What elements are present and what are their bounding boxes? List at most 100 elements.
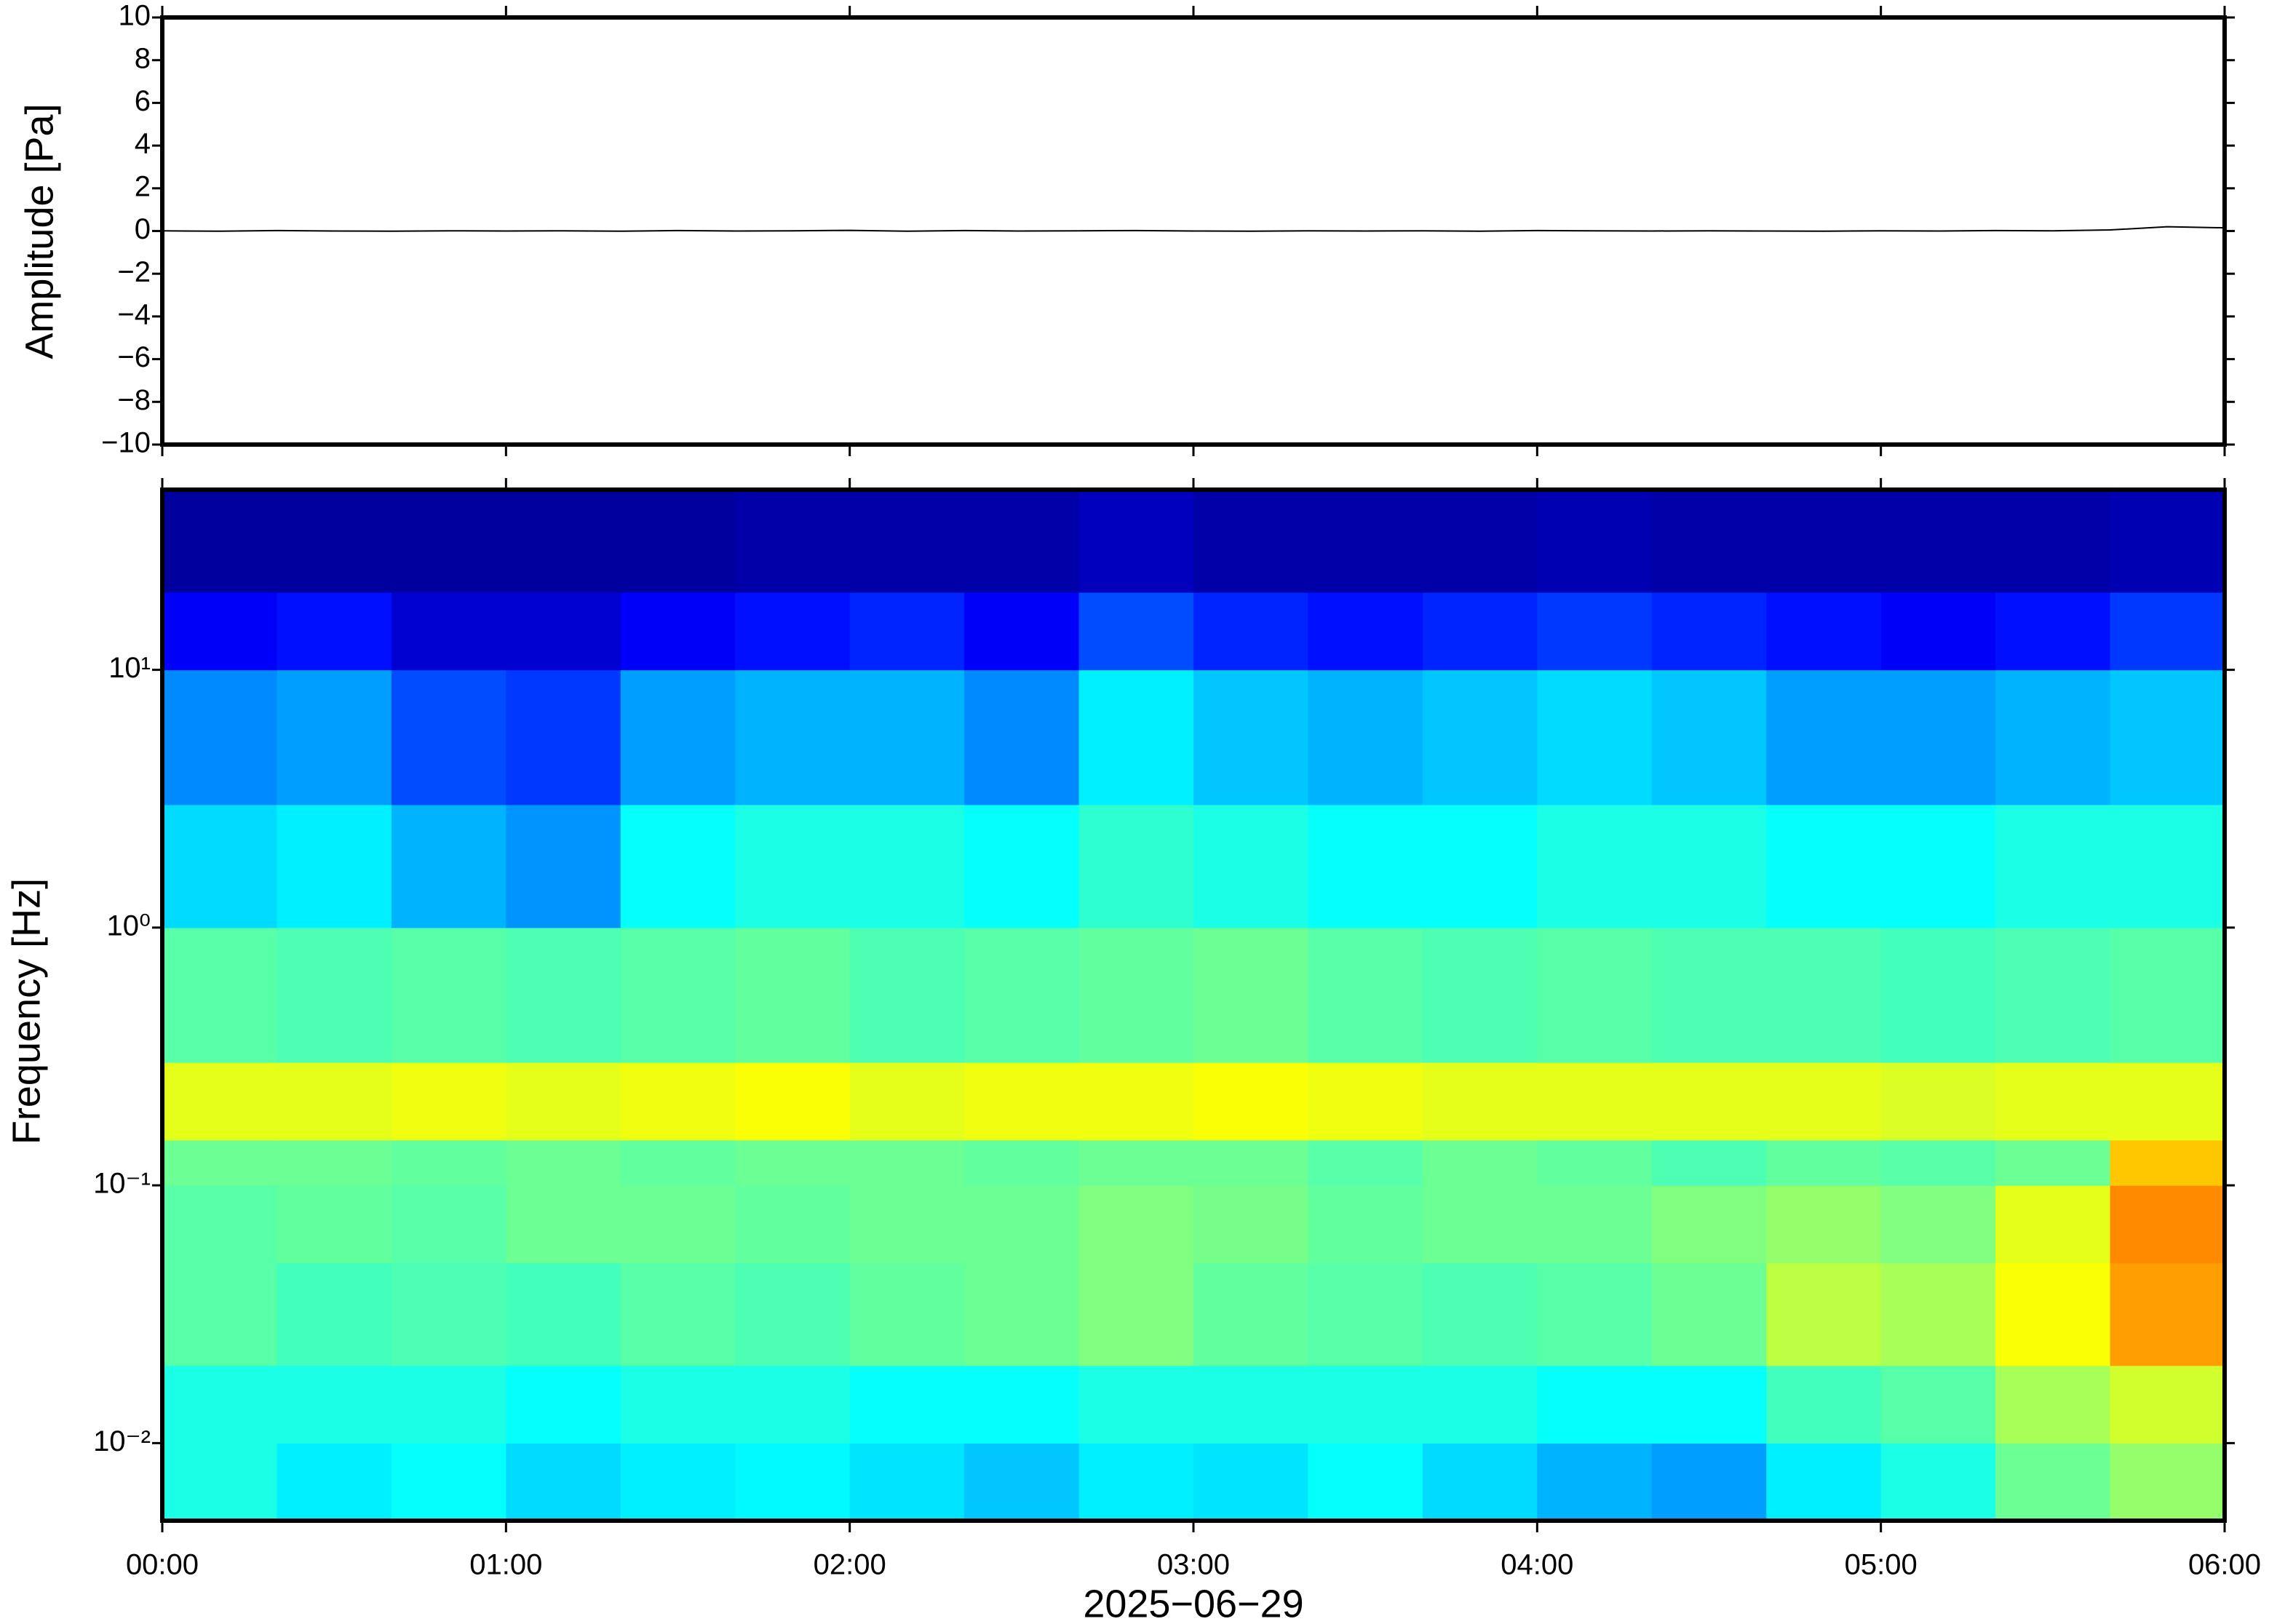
spectrogram-cell xyxy=(2110,669,2225,805)
y-axis-label: Frequency [Hz] xyxy=(4,878,48,1145)
spectrogram-cell xyxy=(391,1262,506,1366)
spectrogram-cell xyxy=(735,804,851,928)
x-tick-label: 03:00 xyxy=(1157,1549,1230,1581)
spectrogram-cell xyxy=(1537,490,1653,593)
spectrogram-cell xyxy=(1880,804,1996,928)
y-tick-label: −8 xyxy=(117,384,151,416)
spectrogram-cell xyxy=(1880,1062,1996,1141)
spectrogram-cell xyxy=(391,1062,506,1141)
y-tick-label: 2 xyxy=(135,170,151,202)
spectrogram-cell xyxy=(506,669,621,805)
spectrogram-cell xyxy=(849,927,965,1063)
spectrogram-cell xyxy=(1995,1443,2111,1521)
spectrogram-cell xyxy=(1308,669,1423,805)
spectrogram-cell xyxy=(1651,927,1767,1063)
spectrogram-cell xyxy=(506,592,621,671)
spectrogram-cell xyxy=(1651,804,1767,928)
spectrogram-cell xyxy=(1537,927,1653,1063)
y-tick-label: 10⁰ xyxy=(106,909,151,942)
spectrogram-cell xyxy=(162,1062,278,1141)
spectrogram-cell xyxy=(1193,1062,1309,1141)
spectrogram-cell xyxy=(391,927,506,1063)
spectrogram-cell xyxy=(735,1365,851,1444)
spectrogram-cell xyxy=(2110,592,2225,671)
spectrogram-cell xyxy=(277,804,392,928)
spectrogram-cell xyxy=(1308,1062,1423,1141)
spectrogram-cell xyxy=(849,592,965,671)
spectrogram-cell xyxy=(1766,1062,1882,1141)
spectrogram-cell xyxy=(1422,1185,1538,1264)
spectrogram-cell xyxy=(1651,592,1767,671)
spectrogram-cell xyxy=(1422,1062,1538,1141)
y-tick-label: 10⁻¹ xyxy=(93,1168,151,1200)
spectrogram-cell xyxy=(506,1365,621,1444)
spectrogram-cell xyxy=(620,592,736,671)
spectrogram-cell xyxy=(1766,804,1882,928)
spectrogram-cell xyxy=(1078,1365,1194,1444)
spectrogram-cell xyxy=(735,1062,851,1141)
spectrogram-cell xyxy=(1995,669,2111,805)
y-tick-label: −6 xyxy=(117,341,151,373)
spectrogram-cell xyxy=(735,490,851,593)
spectrogram-cell xyxy=(277,1443,392,1521)
spectrogram-cell xyxy=(391,669,506,805)
spectrogram-cell xyxy=(1422,804,1538,928)
spectrogram-cell xyxy=(506,1443,621,1521)
spectrogram-cell xyxy=(620,1262,736,1366)
spectrogram-cell xyxy=(162,1262,278,1366)
y-tick-label: −4 xyxy=(117,298,151,330)
spectrogram-cell xyxy=(277,1262,392,1366)
spectrogram-cell xyxy=(964,1443,1080,1521)
spectrogram-cell xyxy=(2110,927,2225,1063)
spectrogram-cell xyxy=(1537,804,1653,928)
spectrogram-cell xyxy=(162,804,278,928)
spectrogram-cell xyxy=(506,927,621,1063)
spectrogram-cell xyxy=(964,927,1080,1063)
spectrogram-cell xyxy=(506,1062,621,1141)
spectrogram-cell xyxy=(1995,1139,2111,1186)
spectrogram-cell xyxy=(1078,490,1194,593)
spectrogram-cell xyxy=(2110,1185,2225,1264)
spectrogram-cell xyxy=(1078,1139,1194,1186)
spectrogram-cell xyxy=(506,1262,621,1366)
spectrogram-cell xyxy=(277,490,392,593)
spectrogram-cell xyxy=(1880,1443,1996,1521)
spectrogram-cell xyxy=(1078,927,1194,1063)
spectrogram-cell xyxy=(964,1139,1080,1186)
spectrogram-cell xyxy=(1995,592,2111,671)
spectrogram-cell xyxy=(391,592,506,671)
spectrogram-cell xyxy=(1422,1262,1538,1366)
spectrogram-cell xyxy=(1651,1185,1767,1264)
spectrogram-cell xyxy=(1193,490,1309,593)
spectrogram-cell xyxy=(1995,1365,2111,1444)
spectrogram-cell xyxy=(2110,1365,2225,1444)
spectrogram-cell xyxy=(1766,490,1882,593)
spectrogram-cell xyxy=(620,1365,736,1444)
spectrogram-cell xyxy=(1880,669,1996,805)
spectrogram-cell xyxy=(1078,1185,1194,1264)
spectrogram-cell xyxy=(849,490,965,593)
spectrogram-cell xyxy=(391,1185,506,1264)
spectrogram-cell xyxy=(1651,1262,1767,1366)
spectrogram-cell xyxy=(1995,804,2111,928)
x-tick-label: 04:00 xyxy=(1501,1549,1573,1581)
spectrogram-cell xyxy=(162,1185,278,1264)
spectrogram-cell xyxy=(735,1139,851,1186)
spectrogram-cell xyxy=(1422,1365,1538,1444)
spectrogram-cell xyxy=(620,1185,736,1264)
spectrogram-cell xyxy=(391,490,506,593)
spectrogram-cell xyxy=(1193,592,1309,671)
spectrogram-cell xyxy=(1880,1262,1996,1366)
spectrogram-cell xyxy=(1766,1443,1882,1521)
spectrogram-cell xyxy=(735,927,851,1063)
spectrogram-cell xyxy=(1651,1139,1767,1186)
spectrogram-cell xyxy=(1880,490,1996,593)
spectrogram-cell xyxy=(849,1062,965,1141)
spectrogram-cell xyxy=(506,804,621,928)
spectrogram-cell xyxy=(1537,1062,1653,1141)
spectrogram-cell xyxy=(1537,1262,1653,1366)
spectrogram-cell xyxy=(735,1185,851,1264)
spectrogram-cell xyxy=(1537,592,1653,671)
spectrogram-cell xyxy=(1308,1262,1423,1366)
spectrogram-cell xyxy=(735,1443,851,1521)
